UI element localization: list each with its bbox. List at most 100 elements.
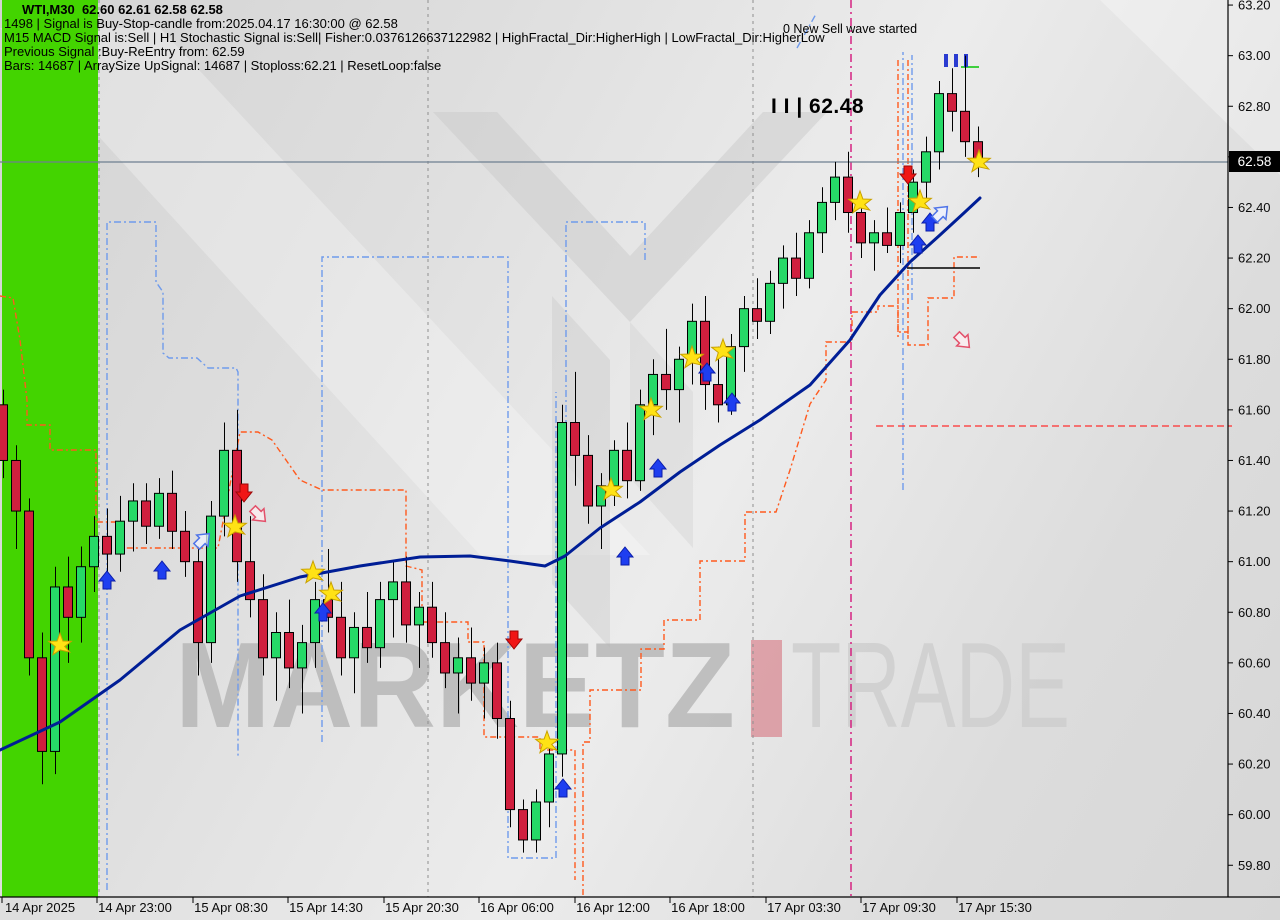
candle-down [427,606,437,644]
time-label: 14 Apr 23:00 [98,900,172,915]
price-label: 63.00 [1238,48,1271,63]
watermark-red-bar [751,640,782,737]
candle-down [570,422,580,456]
candle-up [739,308,749,348]
candle-down [752,308,762,322]
band-blue-box [321,256,557,859]
price-label: 60.60 [1238,655,1271,670]
chart-title-quote: WTI,M30 62.60 62.61 62.58 62.58 [22,2,223,17]
candle-up [765,282,775,322]
candle-down [102,535,112,555]
candle-down [11,459,21,512]
price-label: 61.60 [1238,402,1271,417]
candle-down [466,657,476,684]
candle-down [440,642,450,674]
candle-down [180,530,190,563]
candle-down [791,257,801,279]
candle-down [167,492,177,532]
candle-up [804,232,814,279]
candle-down [843,176,853,214]
candle-down [622,449,632,482]
candle-up [154,492,164,527]
candle-up [206,515,216,644]
time-label: 17 Apr 15:30 [958,900,1032,915]
hollow-down-arrow-icon [950,328,976,354]
candle-up [557,422,567,755]
candle-up [895,212,905,246]
candle-up [115,520,125,555]
bars-info-line: Bars: 14687 | ArraySize UpSignal: 14687 … [4,58,442,73]
candle-down [193,561,203,644]
star-marker [711,338,735,362]
logo-watermark [0,0,1280,555]
price-label: 60.00 [1238,807,1271,822]
candle-down [518,809,528,841]
candle-down [0,404,8,461]
time-label: 14 Apr 2025 [5,900,75,915]
candle-up [674,358,684,391]
previous-signal-line: Previous Signal :Buy-ReEntry from: 62.59 [4,44,245,59]
candle-down [882,232,892,246]
time-label: 16 Apr 12:00 [576,900,650,915]
candle-up [531,801,541,841]
candle-up [479,662,489,684]
candle-up [830,176,840,203]
price-label: 62.00 [1238,301,1271,316]
candle-up [388,581,398,601]
indicator-status-line: M15 MACD Signal is:Sell | H1 Stochastic … [4,30,825,45]
candle-up [869,232,879,244]
candle-down [284,632,294,669]
time-axis[interactable]: 14 Apr 2025 14 Apr 23:00 15 Apr 08:30 15 Ap… [1,897,1032,915]
candle-down [141,500,151,527]
buy-arrow-icon [554,778,572,798]
candle-up [635,404,645,482]
time-label: 15 Apr 08:30 [194,900,268,915]
time-label: 17 Apr 03:30 [767,900,841,915]
candles-layer [0,55,983,853]
watermark: MARKETZ TRADE [175,617,1070,753]
time-label: 15 Apr 14:30 [289,900,363,915]
price-label: 59.80 [1238,858,1271,873]
price-label: 63.20 [1238,0,1271,13]
band-blue-mid [565,221,646,592]
star-marker [301,560,325,584]
candle-down [713,384,723,406]
price-label: 62.80 [1238,99,1271,114]
candle-down [37,657,47,752]
candle-up [50,586,60,752]
candle-down [401,581,411,626]
sell-wave-annotation: 0 New Sell wave started [783,22,918,36]
candle-up [375,599,385,649]
candle-up [349,626,359,659]
candle-down [232,449,242,563]
candle-down [258,599,268,659]
ma-polyline [0,196,982,752]
candle-down [505,718,515,811]
candle-up [778,257,788,284]
price-label: 61.80 [1238,352,1271,367]
candle-down [24,510,34,659]
candle-down [336,616,346,659]
band-blue-left [106,221,239,890]
candle-up [414,606,424,626]
candle-up [128,500,138,522]
candle-up [271,632,281,659]
band-blue-diag [796,13,817,49]
price-label: 60.40 [1238,706,1271,721]
candle-down [492,662,502,720]
price-label: 60.20 [1238,757,1271,772]
candle-up [921,151,931,183]
candle-up [76,566,86,618]
chart-frame [0,0,1280,898]
price-label: 62.20 [1238,251,1271,266]
time-label: 16 Apr 18:00 [671,900,745,915]
price-label: 61.20 [1238,504,1271,519]
price-axis[interactable]: 63.2063.0062.8062.6062.4062.2062.0061.80… [1228,0,1271,873]
count-bar-0 [944,54,948,67]
candle-up [453,657,463,674]
candle-up [544,753,554,803]
candle-down [63,586,73,618]
candle-down [661,373,671,391]
